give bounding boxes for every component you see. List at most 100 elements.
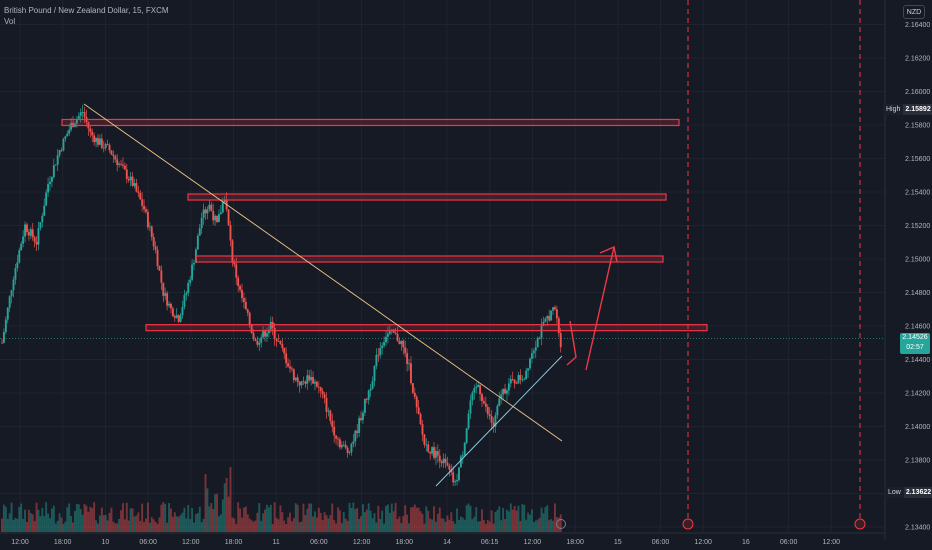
candle-body bbox=[540, 325, 543, 338]
volume-bar bbox=[529, 514, 531, 532]
volume-bar bbox=[35, 502, 38, 532]
candle-body bbox=[154, 246, 157, 250]
candle-body bbox=[371, 380, 374, 389]
uptrend-line[interactable] bbox=[435, 355, 563, 487]
resistance-zone[interactable] bbox=[145, 324, 708, 332]
volume-bar bbox=[540, 507, 543, 532]
resistance-zone[interactable] bbox=[61, 118, 680, 127]
volume-bar bbox=[404, 505, 407, 532]
volume-bar bbox=[433, 506, 435, 532]
candle-body bbox=[379, 348, 382, 356]
volume-bar bbox=[373, 513, 376, 532]
volume-bar bbox=[532, 522, 535, 532]
volume-bar bbox=[62, 523, 65, 532]
candle-body bbox=[463, 443, 466, 456]
candle-body bbox=[102, 147, 105, 149]
volume-bar bbox=[329, 514, 332, 532]
volume-bar bbox=[550, 519, 553, 532]
volume-bar bbox=[381, 510, 384, 532]
volume-bar bbox=[406, 514, 409, 532]
bar-countdown: 02:57 bbox=[906, 344, 924, 351]
volume-bar bbox=[500, 520, 503, 532]
candle-body bbox=[444, 458, 447, 463]
candle-body bbox=[250, 325, 253, 333]
candle-body bbox=[413, 392, 416, 397]
candle-body bbox=[214, 215, 217, 221]
down-arrow[interactable] bbox=[566, 320, 577, 366]
time-axis-label: 06:00 bbox=[310, 539, 328, 546]
candle-body bbox=[348, 452, 351, 453]
lightning-icon[interactable] bbox=[556, 519, 566, 529]
time-axis[interactable]: 12:00 18:00 10 06:00 12:00 18:00 11 06:00 12:00 1… bbox=[0, 532, 885, 546]
candle-body bbox=[527, 368, 530, 371]
price-axis[interactable]: 2.16400 2.16200 2.16000 2.15800 2.15600 2.154… bbox=[884, 0, 930, 540]
candle-body bbox=[427, 444, 430, 452]
volume-bar bbox=[122, 503, 124, 532]
candle-body bbox=[156, 249, 159, 267]
candle-body bbox=[189, 279, 192, 283]
volume-bar bbox=[54, 523, 57, 532]
candle-body bbox=[29, 229, 32, 236]
volume-bar bbox=[123, 519, 126, 532]
volume-bar bbox=[360, 516, 362, 532]
candle-body bbox=[523, 379, 526, 381]
volume-bar bbox=[183, 507, 186, 532]
candle-body bbox=[283, 348, 286, 354]
volume-bar bbox=[29, 513, 32, 532]
volume-label[interactable]: Vol bbox=[4, 17, 16, 26]
resistance-zone[interactable] bbox=[195, 255, 664, 263]
candle-body bbox=[4, 319, 7, 333]
candle-body bbox=[148, 226, 151, 228]
candle-body bbox=[191, 264, 194, 280]
volume-bar bbox=[467, 503, 470, 532]
candle-body bbox=[145, 209, 147, 212]
symbol-title[interactable]: British Pound / New Zealand Dollar, 15, … bbox=[4, 6, 169, 15]
candle-body bbox=[70, 122, 73, 130]
candle-body bbox=[120, 163, 122, 165]
time-axis-label: 12:00 bbox=[823, 539, 841, 546]
up-arrow[interactable] bbox=[585, 245, 618, 371]
volume-bar bbox=[319, 512, 322, 532]
volume-bar bbox=[221, 499, 224, 532]
candle-body bbox=[244, 301, 247, 310]
volume-bar bbox=[125, 502, 128, 532]
candle-body bbox=[327, 410, 330, 412]
volume-bar bbox=[367, 503, 370, 532]
volume-bar bbox=[383, 523, 386, 532]
volume-bar bbox=[492, 523, 495, 532]
volume-bar bbox=[559, 514, 562, 532]
candle-body bbox=[331, 420, 334, 427]
candle-body bbox=[91, 131, 94, 136]
candle-body bbox=[267, 329, 270, 334]
candle-body bbox=[287, 363, 290, 367]
volume-bar bbox=[212, 508, 215, 532]
candle-body bbox=[354, 430, 357, 442]
candle-body bbox=[461, 455, 464, 457]
event-marker-icon[interactable] bbox=[682, 518, 694, 530]
price-axis-label: 2.13800 bbox=[905, 458, 930, 465]
volume-bar bbox=[237, 502, 240, 532]
event-marker-icon[interactable] bbox=[854, 518, 866, 530]
volume-bar bbox=[306, 508, 309, 532]
currency-button[interactable]: NZD bbox=[903, 5, 925, 19]
candle-body bbox=[475, 386, 478, 389]
volume-bar bbox=[64, 521, 67, 532]
candle-body bbox=[98, 138, 101, 145]
time-axis-label: 11 bbox=[273, 539, 280, 546]
candle-body bbox=[431, 447, 434, 454]
candle-body bbox=[482, 401, 485, 404]
resistance-zone[interactable] bbox=[187, 193, 667, 201]
candle-body bbox=[410, 363, 412, 384]
volume-bar bbox=[352, 502, 355, 532]
candle-body bbox=[555, 309, 558, 319]
candle-body bbox=[260, 337, 263, 343]
candle-body bbox=[206, 209, 209, 214]
candle-body bbox=[233, 261, 236, 265]
candle-body bbox=[550, 310, 553, 321]
candle-body bbox=[517, 375, 520, 384]
candle-body bbox=[200, 217, 203, 229]
downtrend-line[interactable] bbox=[83, 103, 563, 442]
volume-bar bbox=[484, 523, 487, 532]
price-axis-label: 2.16200 bbox=[905, 56, 930, 63]
